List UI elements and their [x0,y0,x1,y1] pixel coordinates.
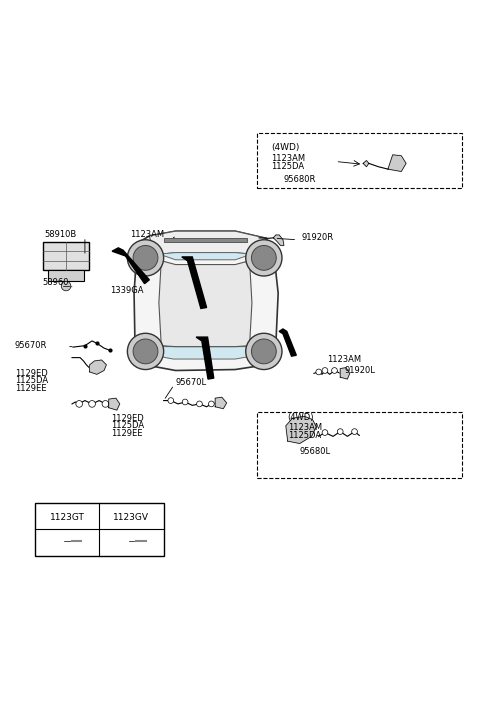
Circle shape [322,430,328,436]
Circle shape [252,246,276,270]
Text: 1125DA: 1125DA [271,162,304,171]
Text: 95680R: 95680R [284,175,316,184]
Circle shape [127,240,164,276]
Polygon shape [363,161,369,167]
Polygon shape [388,155,406,171]
Circle shape [76,400,83,408]
Circle shape [197,401,202,407]
Circle shape [127,333,164,369]
Circle shape [352,428,358,434]
Circle shape [133,339,158,364]
Text: 95680L: 95680L [300,447,331,456]
Circle shape [208,401,214,407]
Circle shape [332,368,337,374]
Text: 1123AM: 1123AM [288,423,322,432]
Text: 95670R: 95670R [15,341,47,350]
PathPatch shape [149,231,266,255]
Text: 1123AM: 1123AM [327,356,361,364]
Circle shape [246,333,282,369]
Text: 1123AM: 1123AM [271,154,305,163]
Text: (4WD): (4WD) [271,143,300,152]
Polygon shape [90,360,107,374]
Circle shape [246,240,282,276]
Text: 1125DA: 1125DA [111,421,144,431]
FancyBboxPatch shape [257,133,462,188]
Text: 1129ED: 1129ED [15,369,48,378]
Polygon shape [182,257,206,308]
Circle shape [337,428,343,434]
Circle shape [252,339,276,364]
PathPatch shape [159,253,252,260]
Text: (4WD): (4WD) [288,413,314,422]
PathPatch shape [159,261,252,346]
Text: 58960: 58960 [42,278,69,287]
Circle shape [322,368,328,374]
Bar [43,242,89,270]
Text: 1123GV: 1123GV [113,513,149,523]
Bar [164,238,247,242]
Circle shape [102,400,109,408]
Circle shape [62,536,72,546]
Circle shape [89,400,96,408]
Polygon shape [286,416,316,444]
Circle shape [133,246,158,270]
Circle shape [182,399,188,405]
Bar [48,270,84,281]
Text: 1123AM: 1123AM [130,230,164,238]
Text: 1129EE: 1129EE [15,384,46,393]
PathPatch shape [153,346,257,359]
Circle shape [127,536,136,546]
Polygon shape [274,235,284,246]
Bar [35,503,164,556]
Circle shape [316,369,322,375]
Text: 91920R: 91920R [301,233,333,243]
Text: 1125DA: 1125DA [288,431,321,440]
Text: 95670L: 95670L [176,379,207,387]
Circle shape [61,282,71,291]
Text: 58910B: 58910B [44,230,77,238]
Polygon shape [340,368,350,379]
PathPatch shape [134,231,278,371]
Text: 1339GA: 1339GA [110,287,144,295]
Circle shape [168,397,174,403]
Polygon shape [196,337,214,379]
FancyBboxPatch shape [257,412,462,478]
Text: 1129EE: 1129EE [111,429,143,438]
Text: 91920L: 91920L [345,366,376,375]
Text: 1123GT: 1123GT [49,513,84,523]
Text: 1129ED: 1129ED [111,414,144,423]
Polygon shape [112,248,149,284]
Polygon shape [109,398,120,410]
Polygon shape [215,397,227,409]
Polygon shape [279,329,296,356]
Text: 1125DA: 1125DA [15,377,48,385]
